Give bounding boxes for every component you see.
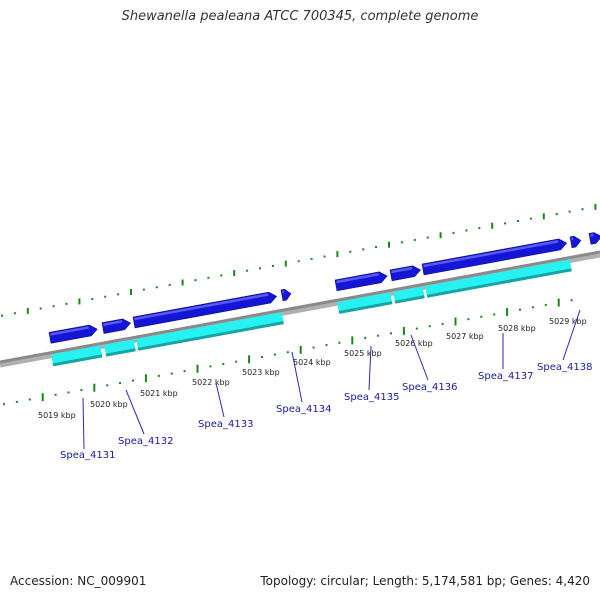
cds-box-edge [338,301,393,314]
gene-label-spea-4133[interactable]: Spea_4133 [198,419,253,430]
gene-arrow-shape [280,288,292,302]
cds-track [51,259,572,367]
gene-arrow-shape [334,271,388,292]
cds-box-fill [393,286,425,302]
cds-box-edge [52,354,103,367]
kbp-label: 5019 kbp [38,411,76,420]
kbp-label: 5021 kbp [140,389,178,398]
gene-arrow [334,271,388,292]
inner-tick-track [3,298,573,406]
kbp-label: 5022 kbp [192,378,230,387]
gene-arrow [421,238,568,276]
cds-box [393,286,425,304]
gene-label-spea-4136[interactable]: Spea_4136 [402,382,457,393]
cds-box-fill [136,312,284,349]
gene-arrow-shape [101,318,132,334]
gene-arrow [48,324,98,344]
gene-label-spea-4138[interactable]: Spea_4138 [537,362,592,373]
gene-arrow [569,235,582,249]
cds-box-edge [426,268,572,298]
kbp-label: 5029 kbp [549,317,587,326]
gene-arrow-shape [132,291,278,329]
gene-arrow-highlight [336,273,379,284]
gene-arrow-highlight [423,240,559,268]
gene-arrow [588,232,600,245]
gene-arrow-highlight [282,290,285,294]
gene-leader-line [410,334,429,381]
cds-box-fill [51,345,103,365]
cds-box-fill [337,292,393,312]
map-title: Shewanella pealeana ATCC 700345, complet… [121,9,479,24]
cds-box-fill [425,259,572,296]
gene-arrow [132,291,278,329]
kbp-label: 5028 kbp [498,324,536,333]
cds-box [136,312,284,351]
kbp-label: 5020 kbp [90,400,128,409]
accession-text: Accession: NC_009901 [10,574,147,588]
outer-tick-track [1,203,597,317]
gene-label-spea-4132[interactable]: Spea_4132 [118,436,173,447]
gene-label-spea-4135[interactable]: Spea_4135 [344,392,399,403]
cds-box-edge [105,348,136,357]
cds-box-fill [104,339,136,355]
gene-arrow-shape [588,232,600,245]
gene-leader-line [215,382,225,418]
cds-box-edge [394,295,425,304]
kbp-label: 5023 kbp [242,368,280,377]
genome-summary-text: Topology: circular; Length: 5,174,581 bp… [260,574,590,588]
gene-label-spea-4137[interactable]: Spea_4137 [478,371,533,382]
gene-arrow-highlight [590,233,594,237]
gene-arrow-highlight [571,237,574,241]
gene-arrow-highlight [103,320,123,326]
gene-label-spea-4131[interactable]: Spea_4131 [60,450,115,461]
cds-box [337,292,393,314]
gene-label-spea-4134[interactable]: Spea_4134 [276,404,331,415]
gene-arrow-shape [421,238,568,276]
gene-leader-line [125,389,145,435]
gene-leader-line [82,397,85,450]
gene-arrow [280,288,292,302]
backbone-line [0,250,600,364]
gene-arrow-shape [569,235,582,249]
cds-box [51,345,103,367]
gene-arrow-shape [389,265,421,282]
cds-box [425,259,572,298]
kbp-label: 5027 kbp [446,332,484,341]
forward-gene-track [48,232,600,344]
gene-arrow-highlight [391,266,413,274]
cds-box-edge [137,321,284,351]
gene-arrow [101,318,132,334]
gene-arrow-highlight [50,326,89,336]
gene-arrow-shape [48,324,98,344]
cds-box [104,339,136,357]
kbp-label: 5025 kbp [344,349,382,358]
kbp-label: 5024 kbp [293,358,331,367]
gene-leader-line [562,309,581,361]
gene-arrow [389,265,421,282]
gene-arrow-highlight [134,293,269,321]
gene-leader-line [368,345,372,391]
gene-leader-line [291,351,303,403]
